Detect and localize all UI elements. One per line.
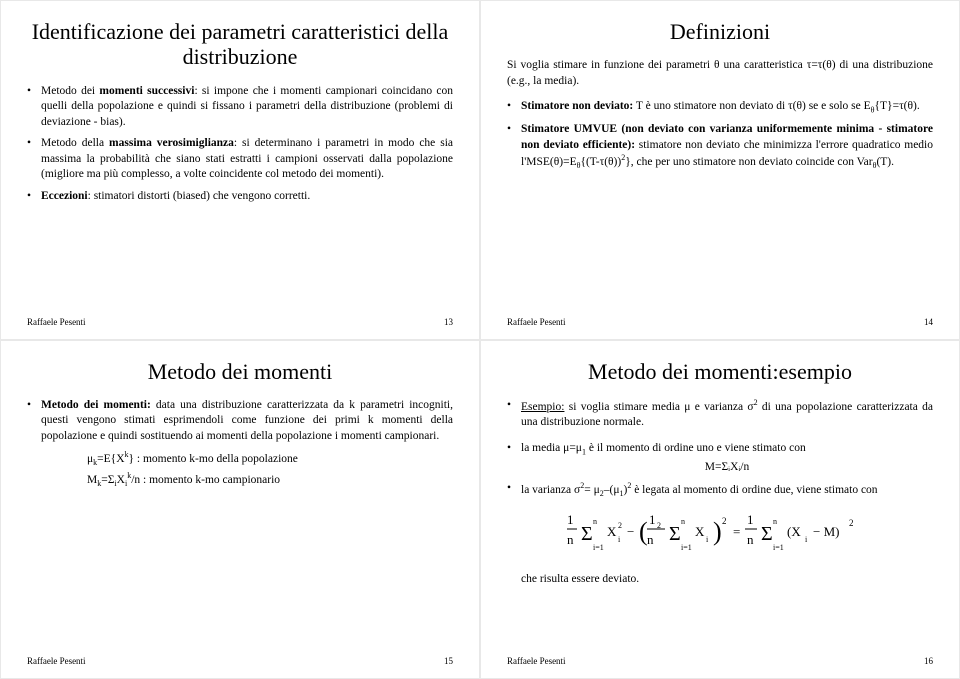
bold-run: Stimatore non deviato: (521, 100, 633, 112)
text-run: la varianza σ (521, 484, 580, 496)
bullet-item: Metodo dei momenti successivi: si impone… (27, 84, 453, 131)
bullet-item: Esempio: si voglia stimare media μ e var… (507, 398, 933, 431)
slide-body: Metodo dei momenti successivi: si impone… (27, 84, 453, 313)
formula-block: μk=E{Xk} : momento k-mo della popolazion… (27, 450, 453, 490)
svg-text:−: − (627, 524, 634, 539)
bold-run: Metodo dei momenti: (41, 399, 151, 411)
author-label: Raffaele Pesenti (507, 656, 566, 666)
text-run: che risulta essere deviato. (521, 573, 639, 585)
svg-text:Σ: Σ (669, 523, 681, 545)
author-label: Raffaele Pesenti (27, 317, 86, 327)
text-run: M (87, 474, 97, 486)
slide-footer: Raffaele Pesenti 14 (507, 317, 933, 327)
underline-run: Esempio: (521, 401, 564, 413)
slide-body: Si voglia stimare in funzione dei parame… (507, 58, 933, 312)
svg-text:X: X (695, 524, 705, 539)
text-run: T è uno stimatore non deviato di τ(θ) se… (633, 100, 870, 112)
formula-svg: 1n Σi=1n X2i − ( 1n2 Σi=1n Xi )2 = 1n (567, 508, 887, 564)
svg-text:n: n (681, 517, 685, 526)
bullet-item: la media μ=μ1 è il momento di ordine uno… (507, 441, 933, 476)
svg-text:1: 1 (649, 512, 656, 527)
text-run: si voglia stimare media μ e varianza σ (564, 401, 753, 413)
text-run: è legata al momento di ordine due, viene… (631, 484, 877, 496)
text-run: è il momento di ordine uno e viene stima… (586, 442, 806, 454)
text-run: =E{X (97, 453, 124, 465)
author-label: Raffaele Pesenti (507, 317, 566, 327)
slide-13: Identificazione dei parametri caratteris… (0, 0, 480, 340)
text-run: {(T-τ(θ)) (580, 156, 621, 168)
slide-15: Metodo dei momenti Metodo dei momenti: d… (0, 340, 480, 679)
text-run: (T). (876, 156, 894, 168)
formula-line: M=ΣᵢXᵢ/n (521, 460, 933, 476)
text-run: } : momento k-mo della popolazione (129, 453, 298, 465)
svg-text:2: 2 (722, 516, 727, 526)
slide-footer: Raffaele Pesenti 15 (27, 656, 453, 666)
text-run: : stimatori distorti (biased) che vengon… (88, 190, 311, 202)
text-run: =Σ (101, 474, 114, 486)
bold-run: massima verosimiglianza (109, 137, 234, 149)
text-run: Metodo della (41, 137, 109, 149)
svg-text:X: X (607, 524, 617, 539)
svg-text:1: 1 (567, 512, 574, 527)
text-run: –(μ (604, 484, 620, 496)
svg-text:2: 2 (657, 521, 661, 530)
slide-title: Definizioni (507, 19, 933, 44)
svg-text:1: 1 (747, 512, 754, 527)
svg-text:i=1: i=1 (593, 543, 604, 552)
svg-text:i: i (618, 535, 621, 544)
svg-text:Σ: Σ (761, 523, 773, 545)
bullet-item: Metodo della massima verosimiglianza: si… (27, 136, 453, 183)
bold-run: momenti successivi (99, 85, 194, 97)
formula-line: Mk=ΣiXik/n : momento k-mo campionario (87, 471, 453, 490)
text-run: la media μ=μ (521, 442, 582, 454)
svg-text:n: n (773, 517, 777, 526)
text-run: Metodo dei (41, 85, 99, 97)
svg-text:=: = (733, 524, 740, 539)
svg-text:): ) (713, 517, 722, 546)
bold-run: Eccezioni (41, 190, 88, 202)
slide-body: Metodo dei momenti: data una distribuzio… (27, 398, 453, 652)
text-run: {T}=τ(θ). (875, 100, 920, 112)
variance-formula: 1n Σi=1n X2i − ( 1n2 Σi=1n Xi )2 = 1n (521, 508, 933, 568)
svg-text:(X: (X (787, 524, 801, 539)
bullet-item: Stimatore non deviato: T è uno stimatore… (507, 99, 933, 116)
text-run: = μ (584, 484, 600, 496)
page-number: 15 (444, 656, 453, 666)
svg-text:2: 2 (849, 518, 854, 528)
svg-text:i: i (805, 535, 808, 544)
svg-text:n: n (567, 532, 574, 547)
svg-text:i=1: i=1 (681, 543, 692, 552)
svg-text:n: n (747, 532, 754, 547)
slide-footer: Raffaele Pesenti 16 (507, 656, 933, 666)
formula-line: μk=E{Xk} : momento k-mo della popolazion… (87, 450, 453, 469)
page-number: 13 (444, 317, 453, 327)
svg-text:Σ: Σ (581, 523, 593, 545)
svg-text:i=1: i=1 (773, 543, 784, 552)
intro-paragraph: Si voglia stimare in funzione dei parame… (507, 58, 933, 89)
page-number: 14 (924, 317, 933, 327)
svg-text:n: n (593, 517, 597, 526)
bullet-item: Eccezioni: stimatori distorti (biased) c… (27, 189, 453, 205)
text-run: /n : momento k-mo campionario (131, 474, 280, 486)
slide-14: Definizioni Si voglia stimare in funzion… (480, 0, 960, 340)
bullet-item: la varianza σ2= μ2–(μ1)2 è legata al mom… (507, 481, 933, 588)
text-run: X (117, 474, 125, 486)
slide-body: Esempio: si voglia stimare media μ e var… (507, 398, 933, 652)
svg-text:i: i (706, 535, 709, 544)
page-number: 16 (924, 656, 933, 666)
svg-text:n: n (647, 532, 654, 547)
slide-title: Metodo dei momenti (27, 359, 453, 384)
slide-16: Metodo dei momenti:esempio Esempio: si v… (480, 340, 960, 679)
text-run: }, che per uno stimatore non deviato coi… (625, 156, 872, 168)
slide-footer: Raffaele Pesenti 13 (27, 317, 453, 327)
bullet-item: Metodo dei momenti: data una distribuzio… (27, 398, 453, 445)
svg-text:2: 2 (618, 521, 622, 530)
author-label: Raffaele Pesenti (27, 656, 86, 666)
bullet-item: Stimatore UMVUE (non deviato con varianz… (507, 122, 933, 172)
svg-text:− M): − M) (813, 524, 839, 539)
slide-title: Metodo dei momenti:esempio (507, 359, 933, 384)
slide-grid: Identificazione dei parametri caratteris… (0, 0, 960, 679)
slide-title: Identificazione dei parametri caratteris… (27, 19, 453, 70)
subscript: i (125, 479, 127, 488)
